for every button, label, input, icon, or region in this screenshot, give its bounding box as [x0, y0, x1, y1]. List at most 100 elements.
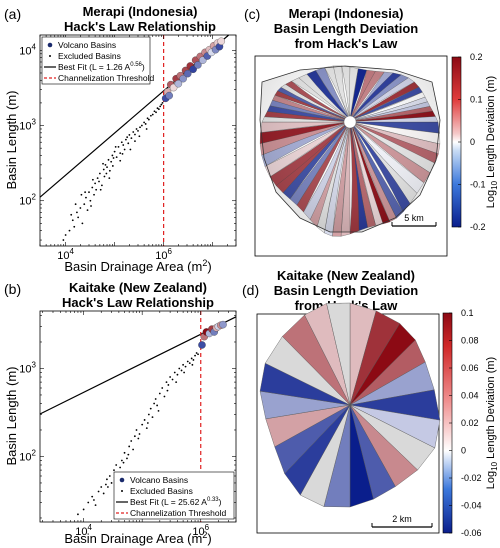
panel-c-title-line2: Basin Length Deviation [274, 21, 419, 36]
excluded-basin-point [73, 225, 76, 228]
colorbar-d-tick-label: -0.04 [461, 501, 482, 511]
chart-a-ytick-label: 104 [19, 42, 36, 57]
chart-a-legend: Volcano Basins Excluded Basins Best Fit … [41, 36, 155, 85]
excluded-basin-point [176, 373, 179, 376]
chart-a-xtick-label: 104 [57, 247, 74, 262]
panel-a: (a) Merapi (Indonesia) Hack's Law Relati… [4, 4, 237, 274]
excluded-basin-point [86, 209, 89, 212]
chart-b-xlabel: Basin Drainage Area (m2) [64, 530, 211, 546]
excluded-basin-point [117, 145, 120, 148]
excluded-basin-point [111, 154, 114, 157]
map-d-scalebar-label: 2 km [392, 514, 412, 524]
excluded-basin-point [76, 211, 78, 214]
excluded-basin-point [134, 140, 136, 143]
colorbar-d-tick-label: 0.02 [461, 418, 479, 428]
chart-b-legend: Volcano Basins Excluded Basins Best Fit … [113, 471, 235, 520]
excluded-basin-point [91, 178, 94, 181]
excluded-basin-point [94, 504, 97, 507]
excluded-basin-point [100, 184, 103, 187]
colorbar-d-tick-label: 0 [461, 446, 466, 456]
volcano-basin-point [189, 65, 197, 74]
excluded-basin-point [88, 191, 90, 194]
excluded-basin-point [103, 175, 106, 178]
excluded-basin-point [91, 495, 94, 498]
excluded-basin-point [166, 389, 169, 392]
excluded-basin-point [180, 369, 183, 372]
panel-d-tag: (d) [242, 282, 259, 298]
colorbar-d-tick-label: -0.02 [461, 473, 482, 483]
excluded-basin-point [62, 239, 65, 241]
excluded-basin-point [158, 392, 161, 395]
excluded-basin-point [167, 384, 170, 386]
chart-b-ytick-label: 102 [19, 448, 36, 463]
excluded-basin-point [173, 371, 176, 374]
excluded-basin-point [93, 499, 95, 501]
excluded-basin-point [130, 440, 133, 442]
excluded-basin-point [146, 422, 149, 424]
excluded-basin-point [183, 371, 186, 374]
chart-b-legend-box [113, 471, 235, 520]
panel-b-tag: (b) [4, 281, 21, 297]
excluded-basin-point [137, 129, 139, 132]
panel-d-title-line1: Kaitake (New Zealand) [277, 268, 415, 283]
map-d-basins [259, 302, 441, 508]
excluded-basin-point [121, 152, 124, 155]
excluded-basin-point [129, 148, 132, 151]
legend-a-threshold-label: Channelization Threshold [58, 73, 155, 83]
excluded-basin-point [120, 141, 123, 144]
legend-a-volcano-marker [47, 42, 53, 48]
excluded-basin-point [197, 353, 199, 356]
excluded-basin-point [115, 464, 118, 466]
excluded-basin-point [82, 508, 85, 511]
excluded-basin-point [79, 207, 82, 209]
legend-b-fit-label: Best Fit (L = 25.62 A0.33) [130, 497, 222, 507]
excluded-basin-point [77, 216, 80, 219]
legend-a-excluded-label: Excluded Basins [58, 51, 121, 61]
excluded-basin-point [126, 457, 128, 460]
excluded-basin-point [94, 182, 97, 185]
excluded-basin-point [143, 419, 146, 421]
excluded-basin-point [135, 429, 138, 431]
volcano-basin-point [198, 341, 206, 349]
excluded-basin-point [157, 108, 160, 111]
excluded-basin-point [145, 128, 148, 130]
map-c-scalebar-label: 5 km [404, 213, 424, 223]
excluded-basin-point [113, 150, 116, 153]
excluded-basin-point [178, 367, 181, 370]
excluded-basin-point [184, 365, 187, 368]
excluded-basin-point [146, 117, 149, 120]
legend-b-excluded-label: Excluded Basins [130, 486, 193, 496]
excluded-basin-point [126, 136, 129, 139]
colorbar-d-tick-label: 0.06 [461, 363, 479, 373]
chart-a-ytick-label: 102 [19, 193, 36, 208]
excluded-basin-point [161, 387, 164, 389]
excluded-basin-point [149, 114, 152, 117]
legend-a-volcano-label: Volcano Basins [58, 40, 116, 50]
excluded-basin-point [84, 191, 87, 194]
excluded-basin-point [128, 445, 131, 448]
volcano-basin-point [217, 37, 225, 46]
volcano-basin-point [194, 61, 202, 69]
chart-b-marks [39, 311, 237, 522]
chart-b-ytick-label: 103 [19, 360, 36, 375]
excluded-basin-point [102, 492, 105, 495]
excluded-basin-point [145, 427, 148, 430]
excluded-basin-point [151, 113, 154, 116]
excluded-basin-point [147, 118, 150, 121]
volcano-basin-point [165, 91, 173, 100]
colorbar-c-tick-label: 0.2 [470, 52, 483, 62]
map-c-outline [259, 65, 441, 233]
volcano-basin-point [219, 320, 227, 329]
excluded-basin-point [113, 469, 115, 471]
excluded-basin-point [89, 199, 92, 202]
panel-d-title-line2: Basin Length Deviation [274, 283, 419, 298]
excluded-basin-point [127, 142, 130, 145]
excluded-basin-point [96, 177, 99, 179]
excluded-basin-point [153, 402, 156, 405]
excluded-basin-point [140, 124, 143, 127]
excluded-basin-point [139, 126, 141, 129]
excluded-basin-point [153, 110, 156, 113]
excluded-basin-point [159, 105, 162, 108]
excluded-basin-point [74, 203, 77, 206]
excluded-basin-point [107, 486, 109, 488]
